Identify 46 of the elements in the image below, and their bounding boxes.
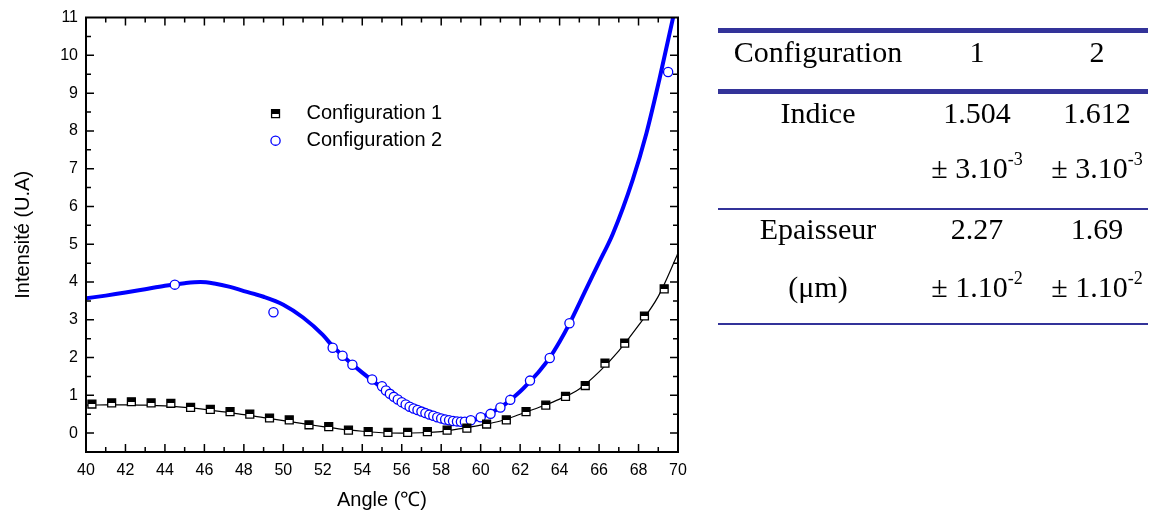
- y-tick-label: 9: [69, 83, 79, 101]
- x-tick-label: 56: [392, 461, 411, 479]
- y-tick-label: 5: [69, 234, 79, 252]
- y-tick-label: 1: [69, 385, 79, 403]
- x-tick-label: 40: [77, 461, 95, 479]
- y-tick-label: 7: [69, 159, 79, 177]
- text: 1.612: [1063, 96, 1131, 129]
- y-tick-label: 8: [69, 121, 79, 139]
- text: 1.504: [943, 96, 1011, 129]
- x-tick-label: 66: [590, 461, 609, 479]
- x-tick-label: 42: [116, 461, 135, 479]
- text: ± 3.10$^{-3}$: [931, 148, 1023, 184]
- y-tick-label: 6: [69, 196, 79, 214]
- text: Indice: [780, 96, 856, 129]
- x-tick-label: 52: [313, 461, 332, 479]
- x-tick-label: 58: [432, 461, 451, 479]
- text: ± 1.10$^{-2}$: [931, 267, 1023, 303]
- text: Configuration: [733, 35, 903, 68]
- x-axis-title: Angle (℃): [336, 487, 428, 510]
- x-tick-label: 60: [471, 461, 490, 479]
- y-tick-label: 4: [69, 272, 79, 290]
- legend-label: Configuration 2: [306, 128, 443, 151]
- y-tick-label: 0: [69, 423, 79, 441]
- y-tick-label: 3: [69, 310, 79, 328]
- y-axis-title: Intensité (U.A): [10, 170, 33, 299]
- y-tick-label: 11: [61, 8, 79, 26]
- x-tick-label: 48: [234, 461, 253, 479]
- x-tick-label: 50: [274, 461, 293, 479]
- text: ± 3.10$^{-3}$: [1051, 148, 1143, 184]
- x-tick-label: 68: [629, 461, 648, 479]
- text: Epaisseur: [759, 212, 877, 245]
- text: 2: [1089, 35, 1105, 68]
- y-tick-label: 10: [60, 45, 79, 63]
- text: ± 1.10$^{-2}$: [1051, 267, 1143, 303]
- x-tick-label: 44: [156, 461, 174, 479]
- x-tick-label: 54: [353, 461, 372, 479]
- x-tick-label: 70: [669, 461, 687, 479]
- text: 2.27: [950, 212, 1004, 245]
- text: (μm): [788, 270, 848, 303]
- x-tick-label: 46: [195, 461, 214, 479]
- x-tick-label: 64: [550, 461, 569, 479]
- text: 1: [969, 35, 985, 68]
- legend-label: Configuration 1: [306, 101, 443, 124]
- text: 1.69: [1070, 212, 1124, 245]
- x-tick-label: 62: [511, 461, 530, 479]
- y-tick-label: 2: [69, 347, 79, 365]
